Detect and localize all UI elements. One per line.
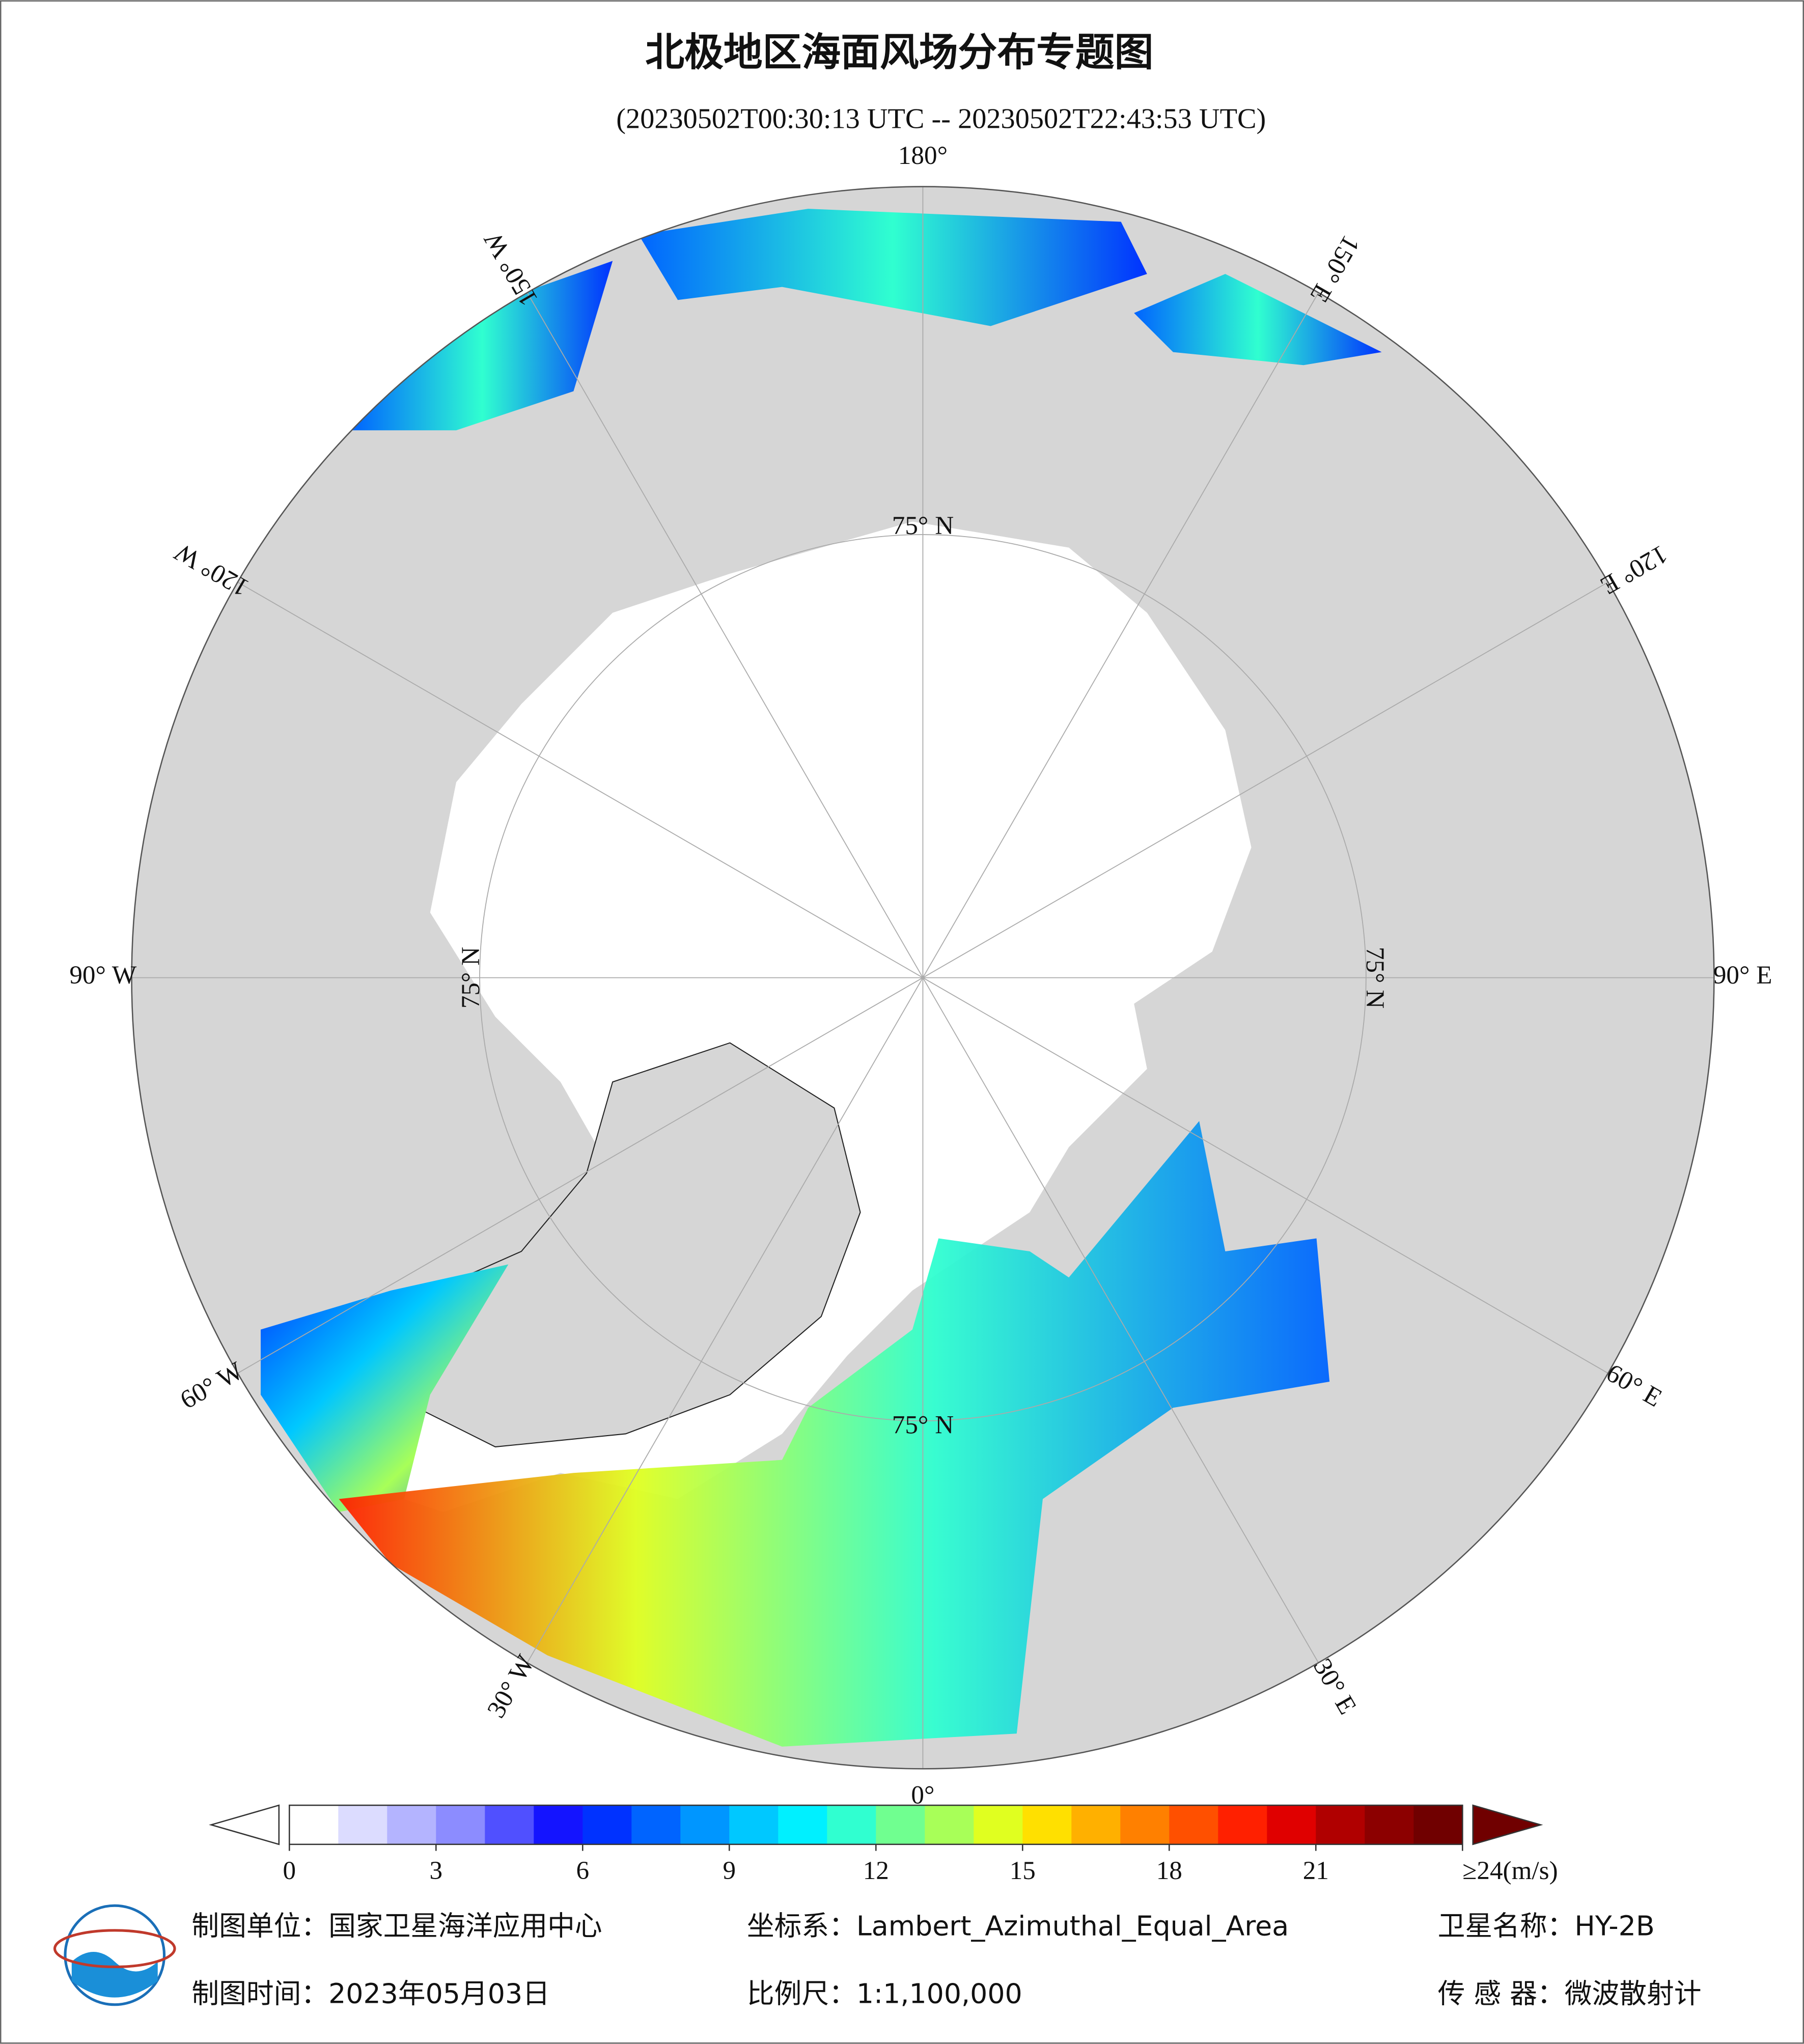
colorbar-segment — [925, 1805, 975, 1844]
longitude-label: 90° W — [69, 961, 137, 990]
map — [131, 186, 1714, 1769]
meridian — [526, 292, 924, 978]
colorbar-segment — [387, 1805, 437, 1844]
meridian — [922, 977, 1319, 1663]
longitude-label: 180° — [898, 141, 948, 170]
colorbar-segment — [1022, 1805, 1072, 1844]
colorbar-segment — [1365, 1805, 1414, 1844]
colorbar-segment — [778, 1805, 828, 1844]
longitude-label: 120° E — [1596, 539, 1673, 600]
colorbar-tick-label: 18 — [1156, 1856, 1182, 1885]
meridian — [922, 292, 1319, 978]
colorbar-tick-label: 3 — [430, 1856, 443, 1885]
colorbar-segment — [1413, 1805, 1463, 1844]
colorbar-over — [1472, 1804, 1543, 1845]
title: 北极地区海面风场分布专题图 — [645, 30, 1153, 75]
colorbar-segment — [1169, 1805, 1219, 1844]
colorbar-segment — [1071, 1805, 1121, 1844]
longitude-label: 150° W — [478, 227, 543, 311]
colorbar-segment — [974, 1805, 1023, 1844]
longitude-label: 90° E — [1713, 961, 1772, 990]
map-border — [131, 186, 1715, 1770]
graticule — [131, 186, 1714, 1769]
meridian — [923, 581, 1608, 978]
footer-sensor: 传 感 器：微波散射计 — [1438, 1977, 1702, 2009]
wind-field — [352, 261, 613, 431]
colorbar-tick-label: 21 — [1303, 1856, 1329, 1885]
colorbar-segment — [582, 1805, 632, 1844]
logo — [53, 1904, 176, 2006]
colorbar-segment — [289, 1805, 339, 1844]
footer-unit: 制图单位：国家卫星海洋应用中心 — [191, 1910, 602, 1942]
longitude-label: 60° W — [175, 1356, 248, 1415]
latitude-label: 75° N — [456, 947, 485, 1009]
footer-satellite: 卫星名称：HY-2B — [1438, 1910, 1655, 1942]
colorbar-tick-label: 6 — [576, 1856, 590, 1885]
colorbar-segment — [680, 1805, 730, 1844]
footer-date: 制图时间：2023年05月03日 — [191, 1977, 550, 2009]
meridian — [923, 977, 1608, 1374]
colorbar-tick-label: 9 — [723, 1856, 736, 1885]
meridian — [237, 581, 923, 978]
latitude-label: 75° N — [892, 511, 954, 540]
wind-field — [1134, 274, 1382, 366]
wind-field — [639, 209, 1147, 326]
colorbar-under — [209, 1804, 280, 1845]
colorbar-segment — [1120, 1805, 1170, 1844]
colorbar-segment — [534, 1805, 584, 1844]
colorbar: 0 3 6 9 12 15 18 21 ≥24(m/s) — [209, 1804, 1558, 1885]
latitude-label: 75° N — [892, 1410, 954, 1439]
longitude-label: 30° E — [1308, 1654, 1362, 1719]
colorbar-segment — [729, 1805, 779, 1844]
colorbar-segment — [338, 1805, 388, 1844]
colorbar-segment — [876, 1805, 926, 1844]
footer-crs: 坐标系：Lambert_Azimuthal_Equal_Area — [747, 1910, 1289, 1942]
longitude-label: 120° W — [170, 537, 254, 602]
colorbar-segment — [1218, 1805, 1268, 1844]
colorbar-segment — [827, 1805, 877, 1844]
colorbar-segment — [631, 1805, 681, 1844]
meridian — [237, 977, 923, 1374]
wind-field — [339, 1121, 1330, 1747]
greenland — [403, 1042, 861, 1448]
longitude-label: 30° W — [482, 1650, 541, 1723]
longitude-label: 60° E — [1601, 1358, 1667, 1413]
colorbar-segment — [436, 1805, 486, 1844]
subtitle: (20230502T00:30:13 UTC -- 20230502T22:43… — [616, 103, 1266, 134]
colorbar-segment — [485, 1805, 535, 1844]
colorbar-tick-label: 15 — [1010, 1856, 1036, 1885]
latitude-label: 75° N — [1361, 947, 1390, 1009]
colorbar-tick-label: ≥24(m/s) — [1462, 1856, 1558, 1885]
footer-scale: 比例尺：1:1,100,000 — [747, 1977, 1022, 2009]
colorbar-tick-label: 0 — [283, 1856, 296, 1885]
wind-field — [260, 1264, 509, 1513]
colorbar-segment — [1316, 1805, 1366, 1844]
colorbar-tick-label: 12 — [863, 1856, 889, 1885]
colorbar-segment — [1267, 1805, 1317, 1844]
longitude-label: 150° E — [1305, 231, 1366, 307]
meridian — [526, 977, 924, 1663]
